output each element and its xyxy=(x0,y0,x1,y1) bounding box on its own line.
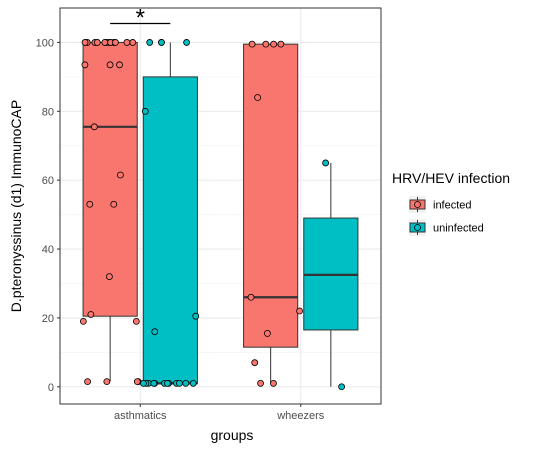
legend-label-uninfected: uninfected xyxy=(433,223,484,235)
y-tick-label: 100 xyxy=(36,37,54,49)
legend-title: HRV/HEV infection xyxy=(392,170,510,186)
data-point-uninfected xyxy=(182,379,190,387)
data-point-infected xyxy=(264,330,271,337)
data-point-infected xyxy=(84,378,91,386)
data-point-uninfected xyxy=(176,379,183,387)
box-iqr xyxy=(243,43,299,348)
plot-border xyxy=(59,7,382,405)
boxplot-uninfected-wheezers xyxy=(303,162,359,387)
data-point-infected xyxy=(262,40,270,48)
data-point-infected xyxy=(110,200,118,208)
data-point-infected xyxy=(86,200,94,208)
legend-entry-uninfected: uninfected xyxy=(409,219,484,236)
data-point-infected xyxy=(101,39,109,46)
data-point-infected xyxy=(277,40,285,48)
data-point-uninfected xyxy=(151,328,159,336)
x-tick-label: asthmatics xyxy=(114,410,167,422)
x-axis: asthmatics wheezers xyxy=(114,404,325,422)
data-point-infected xyxy=(106,61,114,69)
data-point-infected xyxy=(129,39,137,46)
box-iqr xyxy=(142,76,198,384)
data-point-uninfected xyxy=(141,107,149,115)
y-tick-label: 60 xyxy=(42,175,54,187)
legend-key-point xyxy=(414,224,421,231)
plot-panel: * xyxy=(59,4,382,405)
data-point-infected xyxy=(90,123,98,131)
data-point-infected xyxy=(93,39,101,46)
data-point-infected xyxy=(257,379,264,387)
data-point-uninfected xyxy=(163,379,171,387)
data-point-infected xyxy=(251,359,259,367)
y-axis: 0 20 40 60 80 100 xyxy=(36,37,60,394)
data-point-uninfected xyxy=(189,379,197,387)
data-point-uninfected xyxy=(192,312,200,320)
y-tick-label: 40 xyxy=(42,244,54,256)
data-point-infected xyxy=(248,40,256,48)
data-point-uninfected xyxy=(158,39,165,46)
data-point-infected xyxy=(270,40,278,48)
data-point-infected xyxy=(103,378,111,386)
data-point-infected xyxy=(133,378,141,386)
data-point-infected xyxy=(247,293,255,301)
x-axis-title: groups xyxy=(211,427,254,443)
legend-key-point xyxy=(414,201,421,208)
data-point-uninfected xyxy=(338,383,346,391)
y-tick-label: 80 xyxy=(42,106,54,118)
significance-label: * xyxy=(136,4,145,31)
data-point-infected xyxy=(132,317,140,325)
data-point-uninfected xyxy=(146,39,154,46)
legend: HRV/HEV infection infected uninfected xyxy=(392,170,510,236)
legend-label-infected: infected xyxy=(433,200,472,212)
data-point-infected xyxy=(117,171,124,179)
data-point-infected xyxy=(81,39,89,46)
data-point-uninfected xyxy=(183,39,191,46)
data-point-uninfected xyxy=(150,379,158,387)
data-point-infected xyxy=(105,273,113,280)
y-tick-label: 0 xyxy=(48,382,54,394)
data-point-uninfected xyxy=(139,379,147,387)
boxplot-uninfected-asthmatics xyxy=(142,42,198,385)
data-point-infected xyxy=(87,311,95,318)
data-point-infected xyxy=(112,39,119,46)
data-point-infected xyxy=(296,307,303,315)
data-points xyxy=(79,39,346,391)
data-point-infected xyxy=(123,39,131,46)
legend-entry-infected: infected xyxy=(409,196,472,213)
data-point-infected xyxy=(116,61,123,69)
data-point-infected xyxy=(270,379,277,387)
box-iqr xyxy=(82,41,138,317)
data-point-infected xyxy=(81,61,89,69)
data-point-infected xyxy=(79,317,87,325)
y-axis-title: D.pteronyssinus (d1) ImmunoCAP xyxy=(8,100,24,312)
y-tick-label: 20 xyxy=(42,313,54,325)
data-point-uninfected xyxy=(322,159,330,167)
data-point-infected xyxy=(254,94,261,101)
significance-annotation: * xyxy=(110,4,171,31)
x-tick-label: wheezers xyxy=(276,410,325,422)
boxplot-infected-asthmatics xyxy=(82,41,138,382)
